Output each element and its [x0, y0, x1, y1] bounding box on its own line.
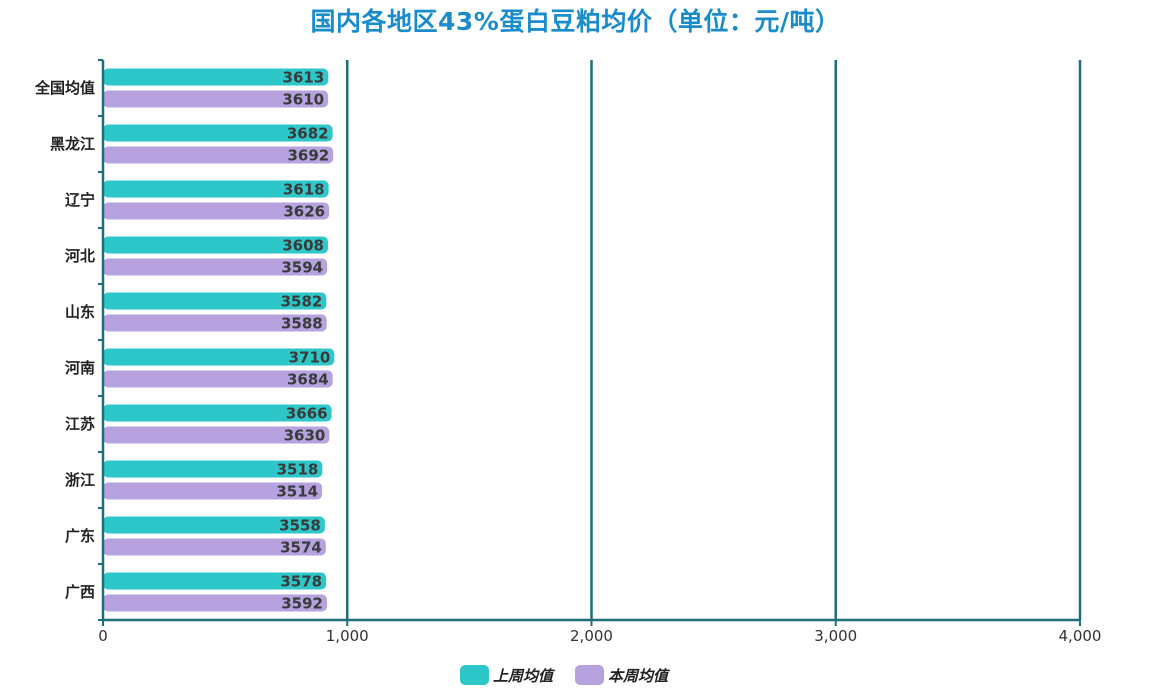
bar-value-label: 3592 — [281, 595, 323, 613]
bar-value-label: 3578 — [280, 573, 322, 591]
bar-value-label: 3518 — [277, 461, 319, 479]
bar — [103, 538, 326, 556]
category-label: 辽宁 — [65, 191, 95, 209]
bar-value-label: 3514 — [276, 483, 318, 501]
bar — [103, 516, 325, 534]
bar — [103, 482, 323, 500]
bar-value-label: 3610 — [282, 91, 324, 109]
bar-value-label: 3684 — [287, 371, 329, 389]
bar-value-label: 3558 — [279, 517, 321, 535]
legend-swatch — [575, 665, 604, 685]
bar — [103, 124, 333, 142]
x-tick-label: 4,000 — [1059, 627, 1102, 645]
x-tick-label: 0 — [98, 627, 108, 645]
labels: 0 1,000 2,000 3,000 4,000 全国均值 3613 3610 黑龙江 3682… — [34, 69, 1101, 646]
bar — [103, 314, 327, 332]
bar — [103, 202, 330, 220]
axes — [98, 59, 1081, 626]
legend-label: 上周均值 — [493, 667, 556, 685]
bar — [103, 594, 327, 612]
legend-item[interactable]: 上周均值 — [460, 665, 556, 685]
bar — [103, 348, 335, 366]
category-label: 江苏 — [65, 415, 95, 433]
bar — [103, 292, 327, 310]
legend-label: 本周均值 — [608, 667, 671, 685]
bar-value-label: 3666 — [286, 405, 328, 423]
legend-item[interactable]: 本周均值 — [575, 665, 671, 685]
category-label: 浙江 — [65, 471, 95, 489]
bars — [103, 68, 335, 612]
bar-value-label: 3574 — [280, 539, 322, 557]
legend[interactable]: 上周均值 本周均值 — [460, 665, 671, 685]
bar — [103, 180, 329, 198]
bar — [103, 426, 330, 444]
x-tick-label: 3,000 — [814, 627, 857, 645]
bar — [103, 258, 328, 276]
bar — [103, 68, 329, 86]
category-label: 河北 — [65, 247, 95, 265]
category-label: 全国均值 — [34, 79, 95, 97]
bar — [103, 236, 328, 254]
x-tick-label: 1,000 — [326, 627, 369, 645]
chart-title: 国内各地区43%蛋白豆粕均价（单位：元/吨） — [310, 7, 841, 36]
bar — [103, 404, 332, 422]
legend-swatch — [460, 665, 489, 685]
category-label: 广东 — [65, 527, 95, 545]
bar-value-label: 3618 — [283, 181, 325, 199]
bar — [103, 90, 329, 108]
bar-value-label: 3682 — [287, 125, 329, 143]
grid-lines — [346, 60, 1082, 620]
bar-value-label: 3710 — [289, 349, 331, 367]
category-label: 广西 — [65, 583, 95, 601]
category-label: 黑龙江 — [50, 135, 95, 153]
category-label: 河南 — [65, 359, 95, 377]
bar-value-label: 3626 — [283, 203, 325, 221]
bar-value-label: 3582 — [281, 293, 323, 311]
bar-value-label: 3608 — [282, 237, 324, 255]
bar — [103, 146, 334, 164]
bar-value-label: 3692 — [287, 147, 329, 165]
bar — [103, 460, 323, 478]
bar-value-label: 3588 — [281, 315, 323, 333]
x-tick-label: 2,000 — [570, 627, 613, 645]
bar-value-label: 3630 — [284, 427, 326, 445]
bar — [103, 370, 333, 388]
bar-value-label: 3613 — [283, 69, 325, 87]
bar — [103, 572, 327, 590]
category-label: 山东 — [65, 303, 95, 321]
bar-value-label: 3594 — [281, 259, 323, 277]
